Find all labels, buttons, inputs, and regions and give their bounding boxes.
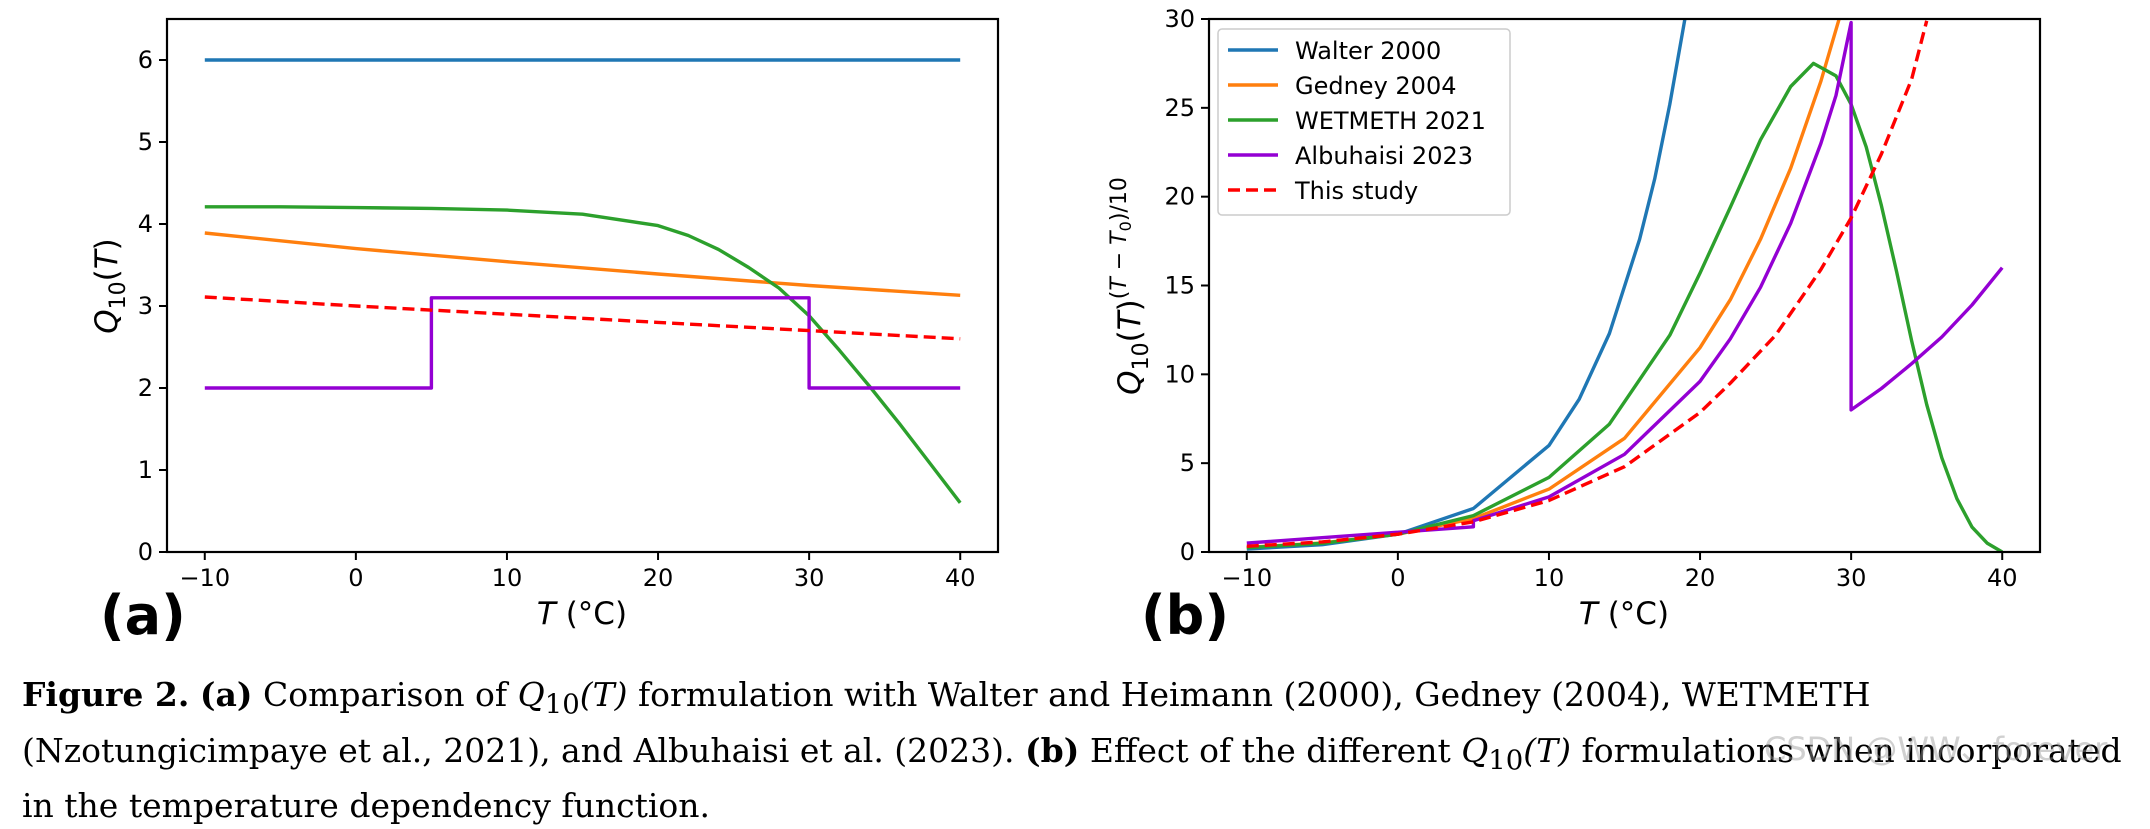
panel-a-xtick-label: 40 (945, 564, 976, 592)
legend-label-wetmeth: WETMETH 2021 (1295, 107, 1486, 135)
panel-a-line-this_study (204, 295, 961, 341)
caption-a-tag: (a) (199, 675, 253, 714)
legend-label-albuhaisi: Albuhaisi 2023 (1295, 142, 1473, 170)
panel-b-chart: −10 0 10 20 30 40 0 5 10 15 20 25 30 T (°C) Q10(T)(T… (1107, 5, 2042, 647)
panel-b-line-this_study (1246, 20, 1929, 548)
panel-b-ytick-label: 25 (1164, 94, 1195, 122)
panel-a-ytick-label: 2 (138, 374, 153, 402)
panel-b-xtick-label: 40 (1987, 564, 2018, 592)
caption-q10-arg-b: (T) (1523, 730, 1572, 770)
panel-b-line-wetmeth (1246, 61, 2004, 552)
caption-q10-arg: (T) (579, 675, 628, 714)
panel-a-xtick-label: −10 (179, 564, 230, 592)
caption-q10-sub: 10 (544, 688, 580, 721)
legend-box (1217, 28, 1511, 216)
panel-b-ytick-label: 10 (1164, 360, 1195, 388)
panel-a-ytick-label: 0 (138, 538, 153, 566)
caption-q10: Q (517, 675, 545, 714)
panel-a-axes-frame (165, 17, 1000, 554)
panel-a-ylabel: Q10(T) (89, 238, 131, 334)
panel-b-xlabel: T (°C) (1579, 596, 1669, 632)
panel-a-xlabel: T (°C) (537, 596, 627, 632)
panel-a-line-gedney (204, 231, 961, 297)
panel-a-series (204, 58, 962, 504)
panel-b-ytick-label: 0 (1180, 538, 1195, 566)
panel-a-xtick-label: 10 (492, 564, 523, 592)
panel-a-line-wetmeth (204, 205, 962, 504)
panel-a-xtick-label: 0 (348, 564, 363, 592)
panel-a-ytick-label: 4 (138, 210, 153, 238)
panel-b-label: (b) (1141, 584, 1229, 647)
panel-b-ytick-label: 5 (1180, 449, 1195, 477)
panel-a-ytick-label: 3 (138, 292, 153, 320)
panel-b-xtick-label: 20 (1685, 564, 1716, 592)
caption-q10-b: Q (1461, 730, 1489, 770)
panel-b-ytick-label: 30 (1164, 5, 1195, 33)
panel-a-ytick-label: 5 (138, 128, 153, 156)
caption-b-tag: (b) (1025, 730, 1080, 770)
panel-b-xtick-label: 10 (1534, 564, 1565, 592)
caption-a-text-1: Comparison of (252, 675, 518, 714)
watermark: CSDN @WW、forever (1764, 730, 2108, 768)
panel-b-ylabel: Q10(T)(T − T0)/10 (1107, 177, 1154, 395)
panel-a-ytick-label: 6 (138, 46, 153, 74)
caption-b-text-1: Effect of the different (1079, 730, 1462, 770)
panel-a-ticks: −10 0 10 20 30 40 0 1 2 3 4 5 6 (138, 46, 976, 592)
figure: −10 0 10 20 30 40 0 1 2 3 4 5 6 T (°C) Q10(T) (a) −1… (89, 5, 2042, 647)
caption-a-text-2: formulation with Walter and Heimann (200… (22, 675, 1871, 770)
panel-a-chart: −10 0 10 20 30 40 0 1 2 3 4 5 6 T (°C) Q10(T) (a) (89, 17, 1000, 647)
panel-b-ticks: −10 0 10 20 30 40 0 5 10 15 20 25 30 (1164, 5, 2017, 592)
panel-a-ytick-label: 1 (138, 456, 153, 484)
panel-b-ytick-label: 15 (1164, 272, 1195, 300)
panel-b-ytick-label: 20 (1164, 183, 1195, 211)
panel-a-line-albuhaisi (204, 296, 961, 390)
legend-label-walter: Walter 2000 (1295, 37, 1441, 65)
caption-q10-sub-b: 10 (1488, 744, 1524, 777)
panel-b-xtick-label: 30 (1836, 564, 1867, 592)
panel-a-xtick-label: 20 (643, 564, 674, 592)
legend-label-this-study: This study (1294, 177, 1418, 205)
legend-label-gedney: Gedney 2004 (1295, 72, 1456, 100)
panel-b-series (1246, 19, 2004, 552)
panel-b-xtick-label: −10 (1221, 564, 1272, 592)
panel-b-line-albuhaisi (1246, 20, 2004, 545)
caption-figure-label: Figure 2. (22, 675, 190, 714)
panel-a-xtick-label: 30 (794, 564, 825, 592)
panel-b-xtick-label: 0 (1390, 564, 1405, 592)
panel-a-label: (a) (100, 584, 186, 647)
legend: Walter 2000 Gedney 2004 WETMETH 2021 Alb… (1217, 28, 1511, 216)
